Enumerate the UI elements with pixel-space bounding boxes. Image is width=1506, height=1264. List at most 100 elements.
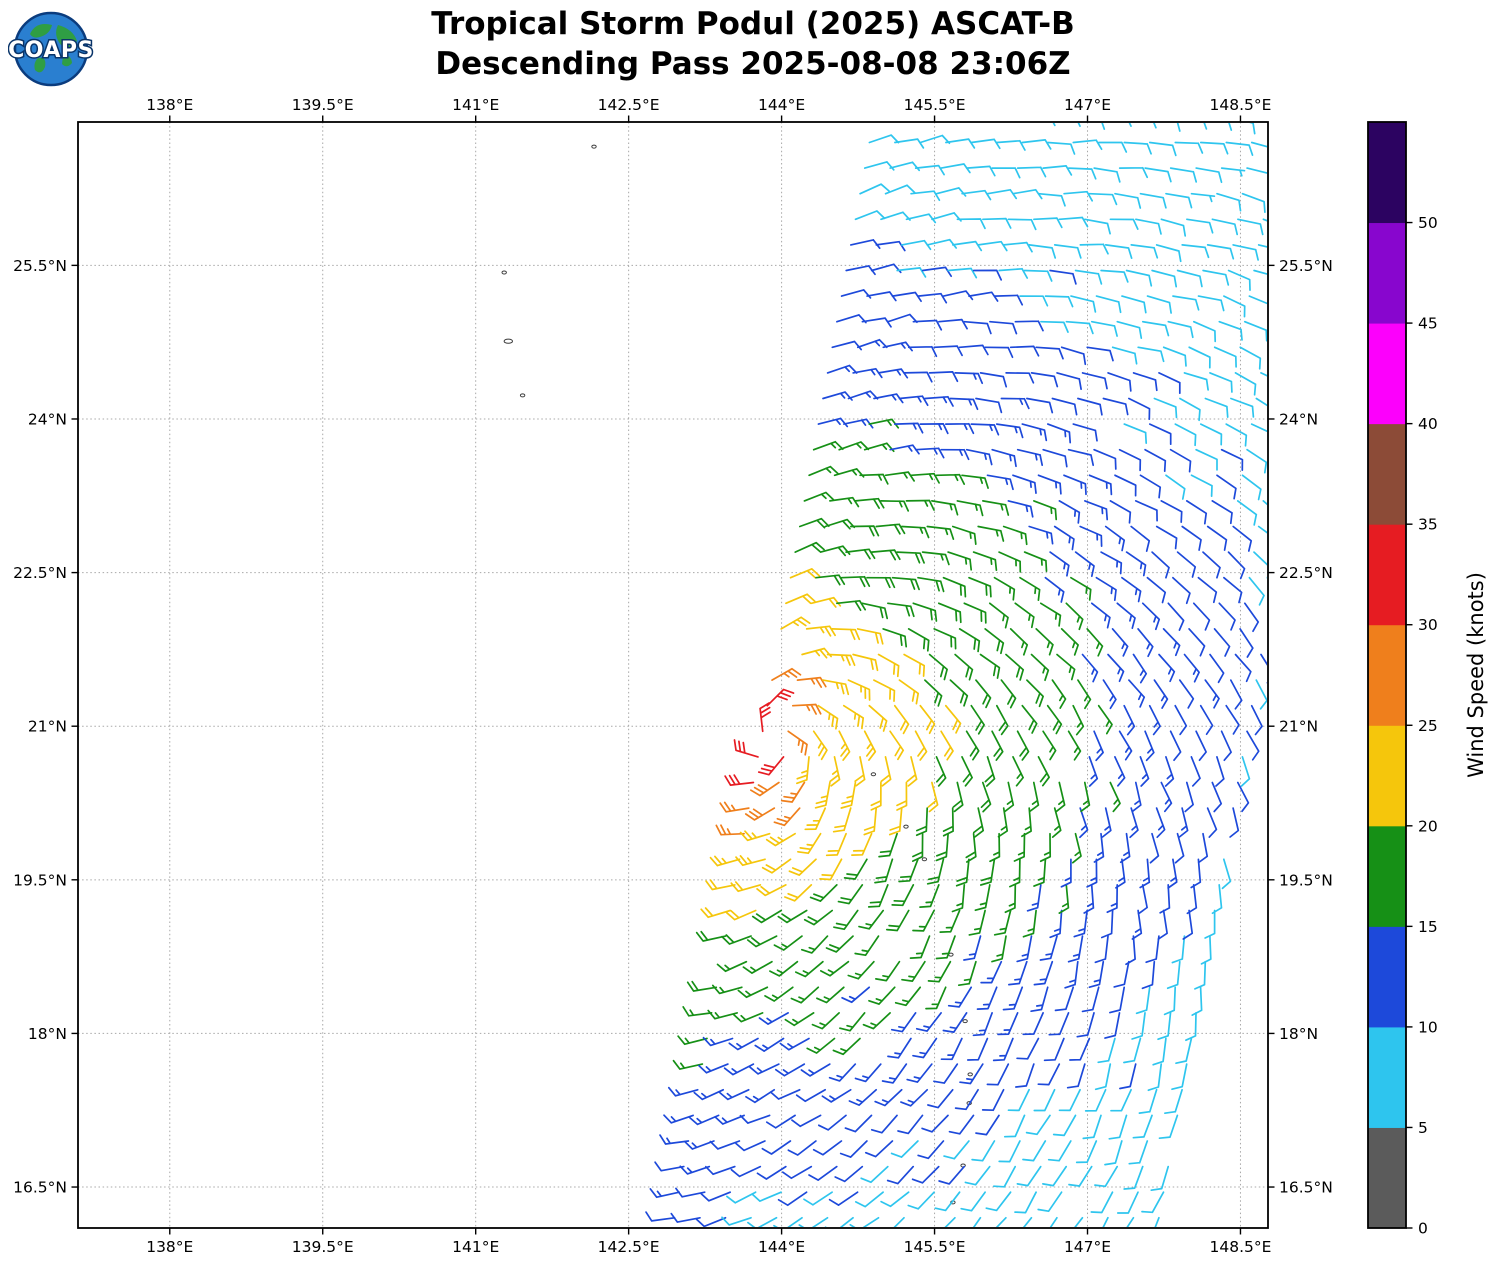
wind-barb xyxy=(773,1216,803,1227)
logo-landmass xyxy=(56,25,77,48)
wind-barb xyxy=(935,935,956,960)
wind-barb xyxy=(756,1165,787,1180)
wind-barb xyxy=(821,1088,852,1103)
wind-barb xyxy=(1229,679,1243,710)
wind-barb xyxy=(715,824,745,836)
island-marker xyxy=(962,1019,968,1024)
wind-barb xyxy=(1228,123,1233,131)
wind-barb xyxy=(982,217,1012,229)
logo-landmass xyxy=(62,55,72,67)
wind-barb xyxy=(884,471,915,482)
wind-barb xyxy=(1097,1037,1116,1064)
wind-barb xyxy=(915,807,929,837)
wind-barb xyxy=(1190,192,1216,203)
wind-barb xyxy=(881,1063,908,1084)
wind-barb xyxy=(1054,986,1075,1012)
wind-barb xyxy=(747,1216,778,1227)
wind-barb xyxy=(849,1216,880,1227)
wind-barb xyxy=(832,1037,861,1056)
wind-barb xyxy=(901,960,926,982)
wind-barb xyxy=(947,267,978,279)
wind-barb xyxy=(863,730,877,761)
wind-barb xyxy=(870,781,882,811)
wind-barb xyxy=(1069,1037,1091,1061)
wind-barb xyxy=(1109,218,1139,230)
wind-barb xyxy=(1204,679,1220,709)
wind-barb xyxy=(1218,602,1236,631)
colorbar-segment xyxy=(1368,222,1406,324)
wind-barb xyxy=(757,756,785,776)
wind-barb xyxy=(700,907,732,919)
wind-barb xyxy=(1060,628,1079,656)
wind-barb xyxy=(956,218,986,230)
wind-barb xyxy=(1107,372,1132,392)
wind-barb xyxy=(1211,218,1239,236)
wind-barb xyxy=(1230,397,1255,418)
wind-barb xyxy=(797,832,822,855)
wind-barb xyxy=(1111,628,1129,657)
colorbar-tick-label: 50 xyxy=(1418,214,1438,232)
wind-barb xyxy=(888,807,903,836)
wind-barb xyxy=(725,909,757,921)
x-axis-tick-label: 147°E xyxy=(1064,96,1111,114)
wind-barb xyxy=(1037,1063,1061,1086)
wind-barb xyxy=(868,704,888,732)
wind-barb xyxy=(1074,269,1103,285)
wind-barb xyxy=(751,909,783,924)
wind-barb xyxy=(1167,320,1194,339)
y-axis-tick-label: 18°N xyxy=(28,1025,67,1043)
wind-barb xyxy=(961,189,992,201)
wind-barb xyxy=(1033,858,1047,887)
wind-barb xyxy=(874,1088,903,1107)
wind-barb xyxy=(1248,295,1267,305)
wind-barb xyxy=(1179,397,1201,422)
wind-barb xyxy=(1167,858,1178,889)
wind-barb xyxy=(1042,448,1068,468)
wind-barb xyxy=(1241,192,1266,214)
wind-barb xyxy=(1016,1165,1042,1187)
wind-barb xyxy=(787,730,808,756)
wind-barb xyxy=(1023,269,1053,282)
wind-barb xyxy=(907,1191,935,1210)
wind-barb xyxy=(991,448,1017,468)
wind-barb xyxy=(1190,474,1213,498)
wind-barb xyxy=(784,884,813,902)
wind-barb xyxy=(948,1114,975,1135)
wind-barb xyxy=(848,1088,878,1106)
wind-barb xyxy=(1101,123,1106,130)
wind-barb xyxy=(1101,807,1112,838)
wind-barb xyxy=(1195,448,1218,471)
wind-barb xyxy=(976,986,998,1010)
wind-barb xyxy=(832,807,852,833)
wind-barb xyxy=(843,858,868,880)
wind-barb xyxy=(890,1012,917,1033)
title-block: Tropical Storm Podul (2025) ASCAT-B Desc… xyxy=(0,4,1506,85)
wind-barb xyxy=(1169,730,1182,762)
wind-barb xyxy=(1049,1216,1058,1227)
wind-barb xyxy=(945,138,976,149)
wind-barb xyxy=(940,163,971,174)
wind-barb xyxy=(991,935,1007,963)
wind-barb xyxy=(896,551,925,564)
wind-barb xyxy=(744,807,776,821)
wind-barb xyxy=(1125,269,1153,287)
logo-text: COAPS xyxy=(8,38,94,63)
x-axis-tick-label: 138°E xyxy=(146,96,193,114)
wind-barb xyxy=(1253,269,1267,275)
wind-barb xyxy=(1155,525,1178,550)
colorbar-segment xyxy=(1368,423,1406,525)
wind-barb xyxy=(1141,960,1156,990)
wind-barb xyxy=(1186,218,1214,234)
coaps-logo: COAPS xyxy=(8,11,94,87)
wind-barb xyxy=(961,474,989,489)
wind-barb xyxy=(1234,653,1252,683)
wind-barb xyxy=(1241,474,1262,501)
wind-barb xyxy=(1079,525,1103,547)
wind-barb xyxy=(1109,986,1126,1014)
wind-barb xyxy=(1114,192,1142,209)
wind-barb xyxy=(1188,628,1206,657)
wind-barb xyxy=(732,1012,764,1023)
wind-barb xyxy=(1003,1114,1026,1138)
wind-barb xyxy=(996,139,1026,151)
wind-barb xyxy=(851,832,873,856)
